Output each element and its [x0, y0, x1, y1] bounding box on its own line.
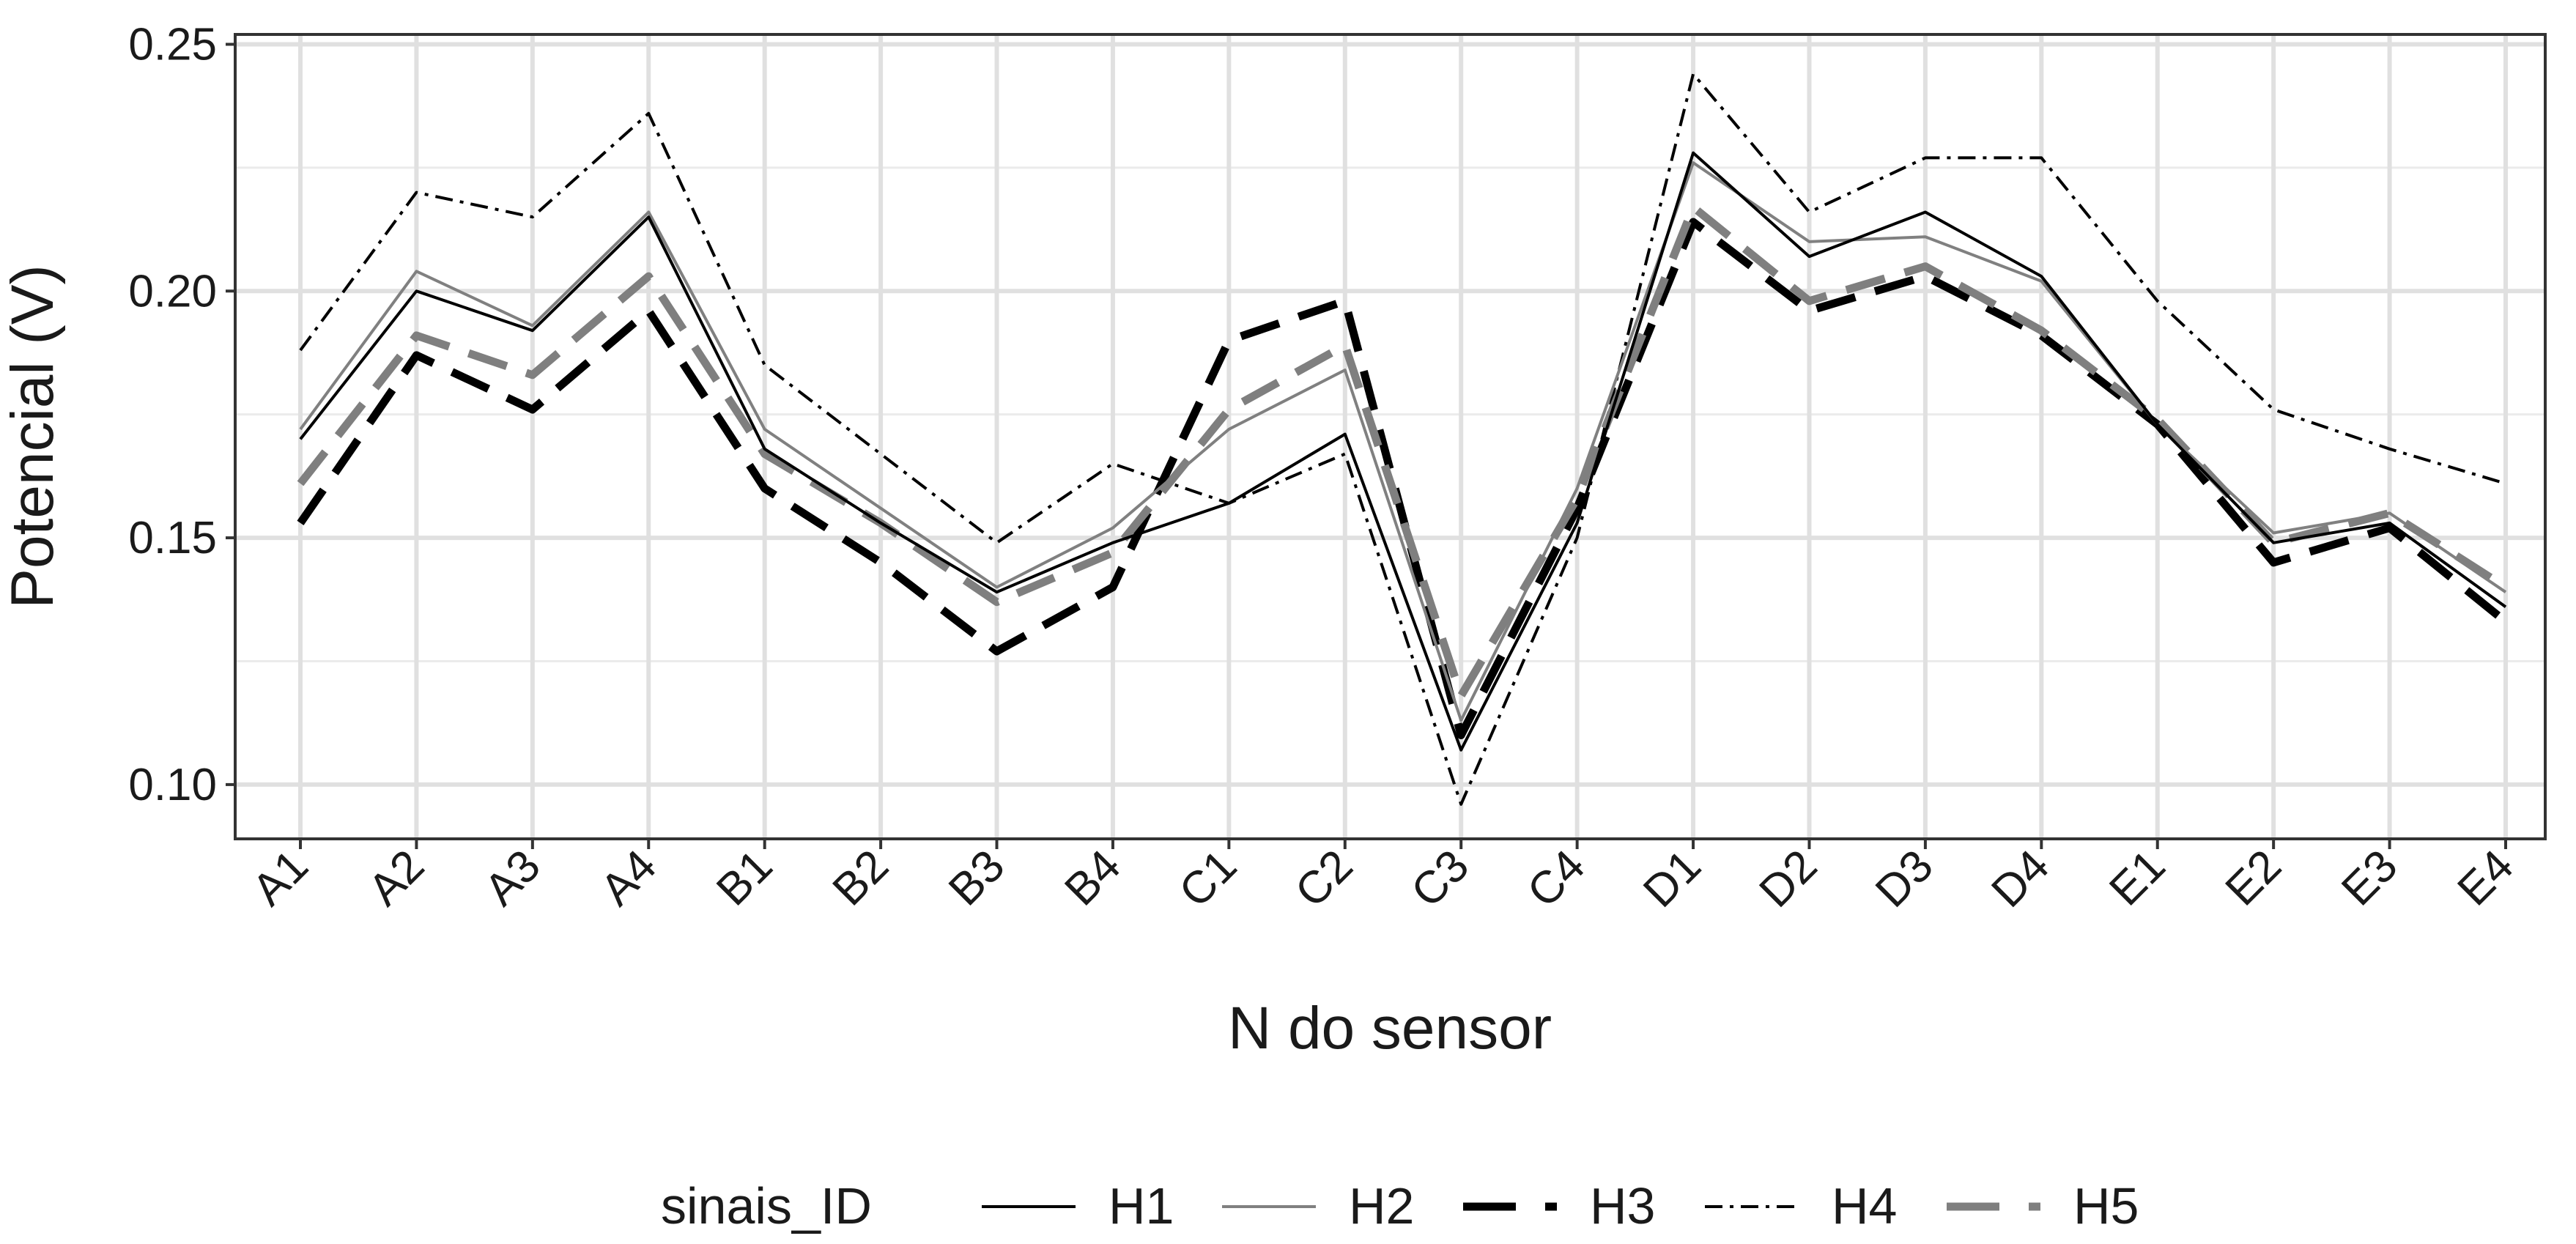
legend-label-h5: H5	[2073, 1177, 2139, 1234]
x-tick-label: E4	[2448, 840, 2523, 915]
x-tick-label: E1	[2100, 840, 2175, 915]
x-tick-label: A1	[243, 840, 317, 915]
series-line-h1	[299, 151, 2507, 752]
legend: sinais_ID H1 H2 H3 H4 H5	[661, 1177, 2139, 1234]
x-tick-label: D3	[1866, 840, 1943, 917]
series-line-h5	[297, 203, 2508, 700]
y-tick-label: 0.20	[128, 266, 217, 316]
y-tick-label: 0.15	[128, 513, 217, 563]
x-tick-label: D4	[1982, 840, 2059, 917]
legend-title: sinais_ID	[661, 1177, 872, 1234]
x-tick-label: E3	[2332, 840, 2407, 915]
x-tick-label: B3	[939, 840, 1014, 915]
x-tick-label: C3	[1402, 840, 1478, 917]
legend-label-h2: H2	[1349, 1177, 1414, 1234]
panel-border	[234, 33, 2547, 840]
x-tick-label: A3	[475, 840, 549, 915]
x-tick-label: B4	[1055, 840, 1130, 915]
y-axis-title: Potencial (V)	[0, 264, 66, 608]
x-tick-label: E2	[2216, 840, 2291, 915]
x-tick-label: B2	[823, 840, 898, 915]
y-tick-label: 0.25	[128, 19, 217, 70]
grid-lines	[235, 34, 2545, 839]
series-line-h4	[299, 72, 2506, 806]
x-tick-label: A2	[359, 840, 434, 915]
x-axis: A1 A2 A3 A4 B1 B2 B3 B4 C1 C2 C3 C4 D1 D2 D3 D4 E1 E2 E3 E4	[243, 839, 2523, 917]
legend-label-h4: H4	[1832, 1177, 1897, 1234]
legend-label-h3: H3	[1590, 1177, 1655, 1234]
y-tick-label: 0.10	[128, 760, 217, 810]
x-tick-label: D1	[1634, 840, 1711, 917]
x-tick-label: C1	[1169, 840, 1246, 917]
x-tick-label: B1	[707, 840, 782, 915]
x-tick-label: A4	[591, 840, 666, 915]
panel-background	[235, 34, 2545, 839]
series-lines	[297, 72, 2509, 806]
x-tick-label: D2	[1750, 840, 1827, 917]
x-tick-label: C4	[1518, 840, 1595, 917]
x-axis-title: N do sensor	[1228, 995, 1552, 1062]
x-tick-label: C2	[1286, 840, 1363, 917]
y-axis: 0.10 0.15 0.20 0.25	[128, 19, 235, 810]
legend-label-h1: H1	[1109, 1177, 1174, 1234]
